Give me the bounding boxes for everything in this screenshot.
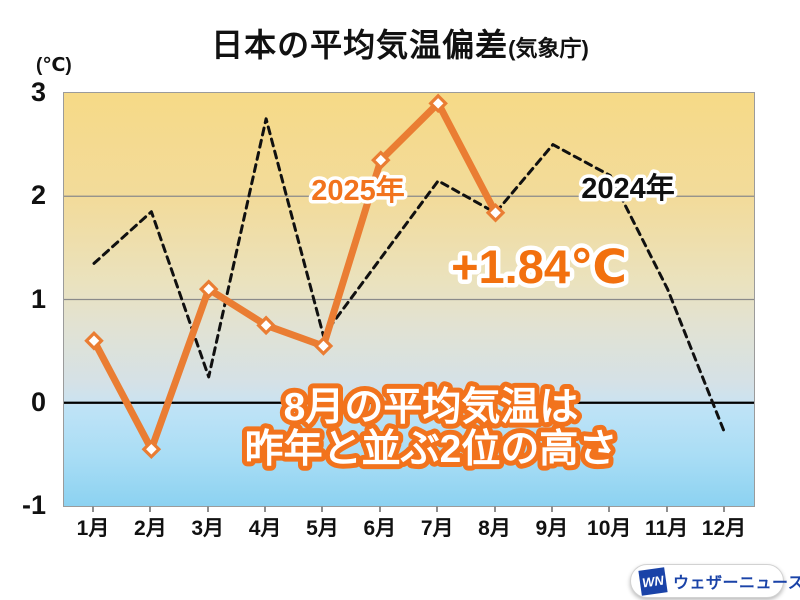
series-label-2025: 2025年 bbox=[311, 173, 405, 207]
x-tick-12 bbox=[722, 506, 725, 512]
x-tick-7 bbox=[436, 506, 439, 512]
x-tick-5 bbox=[321, 506, 324, 512]
chart-plot-area: 2025年 2024年 +1.84℃ 8月の平均気温は 昨年と並ぶ2位の高さ bbox=[63, 92, 755, 507]
x-tick-4 bbox=[264, 506, 267, 512]
x-month-label-8: 8月 bbox=[478, 517, 511, 540]
x-month-label-11: 11月 bbox=[644, 517, 689, 540]
marker-2025年-7月 bbox=[428, 93, 448, 114]
y-tick-label-1: 1 bbox=[30, 283, 46, 314]
x-tick-9 bbox=[550, 506, 553, 512]
y-axis-unit-label: (℃) bbox=[36, 55, 72, 76]
x-month-label-4: 4月 bbox=[248, 517, 282, 540]
x-tick-1 bbox=[92, 506, 94, 512]
y-tick-label-3: 3 bbox=[30, 77, 46, 107]
x-month-label-1: 1月 bbox=[76, 517, 110, 540]
x-month-label-3: 3月 bbox=[191, 517, 225, 540]
gridline-layer bbox=[64, 195, 754, 404]
y-tick-label--1: -1 bbox=[21, 490, 46, 520]
x-month-label-2: 2月 bbox=[134, 517, 167, 540]
x-tick-6 bbox=[378, 506, 381, 512]
message-line-1: 8月の平均気温は bbox=[284, 386, 579, 429]
x-month-label-10: 10月 bbox=[587, 517, 632, 540]
x-month-label-7: 7月 bbox=[420, 517, 454, 540]
marker-2025年-3月 bbox=[198, 279, 219, 299]
title-source: (気象庁) bbox=[508, 36, 589, 61]
line-2024年 bbox=[92, 117, 727, 436]
chart-svg: 2025年 2024年 +1.84℃ 8月の平均気温は 昨年と並ぶ2位の高さ bbox=[64, 93, 754, 477]
page-title: 日本の平均気温偏差(気象庁) bbox=[0, 20, 800, 66]
series-layer bbox=[84, 93, 727, 459]
marker-2025年-2月 bbox=[141, 439, 162, 459]
weathernews-logo-text: ウェザーニュース bbox=[673, 575, 800, 592]
weathernews-logo: WN ウェザーニュース bbox=[630, 564, 800, 598]
y-axis-tick-labels: 3 2 1 0 -1 bbox=[0, 77, 50, 520]
x-month-label-9: 9月 bbox=[535, 517, 569, 540]
x-month-label-6: 6月 bbox=[363, 517, 397, 540]
august-value-callout: +1.84℃ bbox=[451, 240, 627, 293]
x-axis-month-labels: 1月 2月 3月 4月 5月 6月 7月 8月 9月 10月 11月 12月 bbox=[63, 512, 753, 542]
title-text: 日本の平均気温偏差 bbox=[211, 27, 509, 63]
y-tick-label-0: 0 bbox=[30, 386, 46, 417]
line-2025年 bbox=[90, 99, 499, 453]
x-tick-2 bbox=[149, 506, 152, 512]
marker-2025年-6月 bbox=[371, 150, 391, 170]
x-tick-3 bbox=[206, 506, 209, 512]
marker-2025年-1月 bbox=[84, 331, 104, 351]
marker-2025年-8月 bbox=[485, 203, 506, 223]
x-month-label-12: 12月 bbox=[701, 517, 747, 540]
x-tick-11 bbox=[665, 506, 668, 512]
weathernews-logo-icon: WN bbox=[638, 566, 668, 596]
y-tick-label-2: 2 bbox=[30, 180, 46, 211]
x-tick-8 bbox=[493, 506, 496, 512]
x-tick-10 bbox=[608, 506, 611, 512]
marker-2025年-4月 bbox=[256, 315, 276, 336]
series-label-2024: 2024年 bbox=[581, 171, 675, 205]
x-month-label-5: 5月 bbox=[306, 517, 339, 540]
marker-2025年-5月 bbox=[313, 336, 334, 356]
annotation-layer: 2025年 2024年 +1.84℃ 8月の平均気温は 昨年と並ぶ2位の高さ bbox=[240, 168, 679, 477]
x-axis-ticks bbox=[63, 506, 753, 513]
message-line-2: 昨年と並ぶ2位の高さ bbox=[245, 428, 618, 471]
